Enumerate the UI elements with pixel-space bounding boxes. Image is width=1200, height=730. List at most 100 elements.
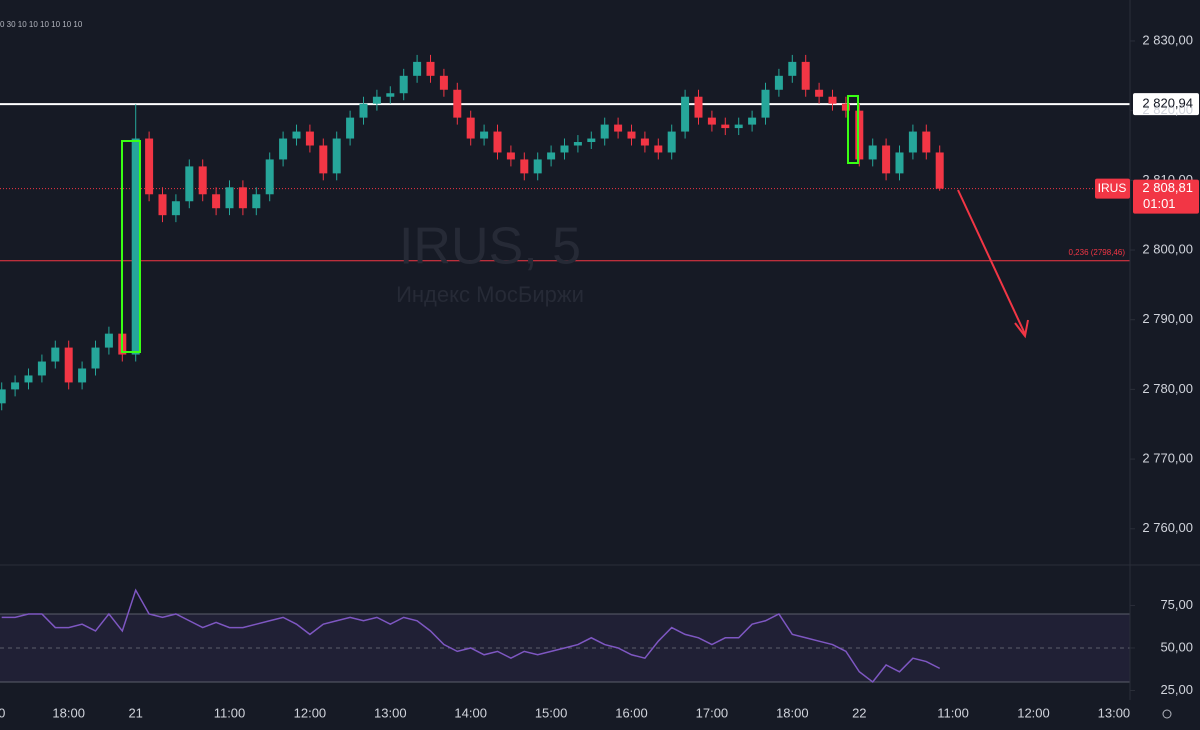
candle-body: [24, 375, 33, 383]
x-tick-label: 16:00: [615, 705, 648, 720]
x-tick-label: 13:00: [1098, 705, 1131, 720]
candle-body: [158, 194, 167, 216]
x-tick-label: 11:00: [937, 705, 969, 720]
y-tick-label: 2 790,00: [1142, 311, 1193, 326]
candle-body: [305, 131, 314, 146]
x-tick-label: 13:00: [374, 705, 407, 720]
candle-body: [841, 103, 850, 111]
candle-body: [480, 131, 489, 139]
x-tick-label: 17:00: [696, 705, 729, 720]
candle-body: [935, 152, 944, 189]
annotation-box: [121, 140, 141, 353]
level-label: 0,236 (2798,46): [1069, 248, 1126, 257]
candle-body: [346, 117, 355, 139]
candle-body: [815, 89, 824, 97]
candle-body: [279, 138, 288, 160]
candle-body: [774, 75, 783, 90]
watermark-subtitle: Индекс МосБиржи: [396, 282, 584, 307]
candle-body: [547, 152, 556, 160]
symbol-badge: [1095, 178, 1130, 199]
candle-body: [587, 138, 596, 143]
x-tick-label: 21: [128, 705, 142, 720]
candle-body: [225, 187, 234, 209]
candle-body: [359, 103, 368, 118]
candle-body: [292, 131, 301, 139]
candle-body: [104, 333, 113, 348]
x-tick-label: 15:00: [535, 705, 568, 720]
candle-body: [533, 159, 542, 174]
annotation-box: [847, 95, 859, 164]
candle-body: [614, 124, 623, 132]
candle-body: [640, 138, 649, 146]
level-label-box: [1133, 93, 1199, 116]
candle-body: [707, 117, 716, 125]
candle-body: [855, 110, 864, 160]
candle-body: [78, 368, 87, 383]
countdown-label: 01:01: [1143, 196, 1176, 211]
candle-body: [51, 347, 60, 362]
x-tick-label: 18:00: [52, 705, 85, 720]
x-tick-label: 22: [852, 705, 866, 720]
candle-body: [600, 124, 609, 139]
candle-body: [319, 145, 328, 174]
candle-body: [252, 194, 261, 209]
candle-body: [413, 61, 422, 76]
candle-body: [694, 96, 703, 118]
x-tick-label: 11:00: [214, 705, 246, 720]
rsi-y-tick-label: 50,00: [1160, 639, 1193, 654]
candle-body: [922, 131, 931, 153]
candle-body: [238, 187, 247, 209]
y-tick-label: 2 820,00: [1142, 102, 1193, 117]
candle-body: [748, 117, 757, 125]
candle-body: [882, 145, 891, 174]
candle-body: [868, 145, 877, 160]
candle-body: [145, 138, 154, 195]
candle-body: [372, 96, 381, 104]
candle-body: [0, 389, 6, 404]
candle-body: [91, 347, 100, 369]
settings-icon[interactable]: [1162, 709, 1172, 719]
candle-body: [506, 152, 515, 160]
candle-body: [721, 124, 730, 129]
candle-body: [37, 361, 46, 376]
x-tick-label: 0: [0, 705, 5, 720]
candle-body: [801, 61, 810, 90]
candle-body: [654, 145, 663, 153]
candle-body: [908, 131, 917, 153]
y-tick-label: 2 830,00: [1142, 32, 1193, 47]
candle-body: [64, 347, 73, 383]
candle-body: [466, 117, 475, 139]
price-badge: [1133, 179, 1199, 214]
price-label: 2 808,81: [1142, 180, 1193, 195]
rsi-line: [1, 588, 941, 684]
candle-body: [131, 138, 140, 355]
candle-body: [439, 75, 448, 90]
rsi-y-tick-label: 25,00: [1160, 682, 1193, 697]
candle-body: [895, 152, 904, 174]
candle-body: [332, 138, 341, 174]
candle-body: [828, 96, 837, 104]
candle-body: [212, 194, 221, 209]
x-tick-label: 18:00: [776, 705, 809, 720]
candle-body: [667, 131, 676, 153]
candle-body: [453, 89, 462, 118]
candle-body: [11, 382, 20, 390]
watermark: IRUS, 5: [399, 218, 581, 276]
candle-body: [573, 142, 582, 146]
legend-text: 0 30 10 10 10 10 10 10: [0, 20, 83, 29]
symbol-label: IRUS: [1098, 181, 1127, 195]
candle-body: [198, 166, 207, 195]
y-tick-label: 2 770,00: [1142, 451, 1193, 466]
candle-body: [265, 159, 274, 195]
candle-body: [520, 159, 529, 174]
candle-body: [386, 93, 395, 97]
rsi-y-tick-label: 75,00: [1160, 597, 1193, 612]
candle-body: [426, 61, 435, 76]
candle-body: [788, 61, 797, 76]
candle-body: [493, 131, 502, 153]
x-tick-label: 12:00: [1017, 705, 1050, 720]
candle-body: [185, 166, 194, 202]
candle-body: [681, 96, 690, 132]
